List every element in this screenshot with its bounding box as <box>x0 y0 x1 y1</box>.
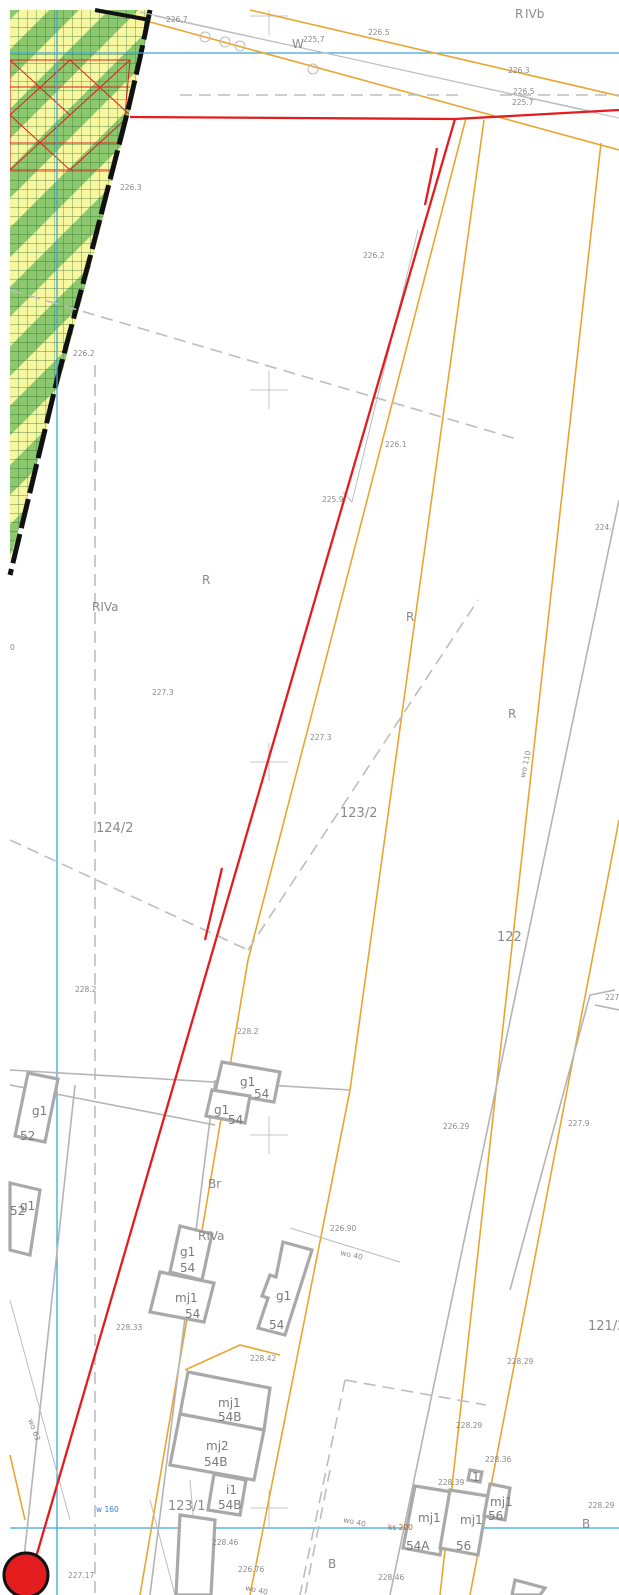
height-label: 226.90 <box>330 1224 356 1233</box>
sheet-grid <box>10 10 619 1595</box>
building-number: 54 <box>180 1261 195 1275</box>
parcel-number[interactable]: 124/2 <box>96 821 133 836</box>
utility-label: wo 63 <box>26 1418 42 1443</box>
height-label: 228.39 <box>438 1478 464 1487</box>
height-label: 228.29 <box>507 1357 533 1366</box>
height-label: 226.29 <box>443 1122 469 1131</box>
utility-label: wo 40 <box>245 1583 269 1595</box>
protection-zone-hatch <box>7 8 153 576</box>
height-label: 225.9 <box>322 495 344 504</box>
building-number: 52 <box>10 1204 25 1218</box>
top-plot-label: R <box>515 7 523 21</box>
parcel-number[interactable]: 122 <box>497 930 522 945</box>
height-label: 228.2 <box>75 985 97 994</box>
height-label: 228.33 <box>116 1323 142 1332</box>
height-label: 228.29 <box>588 1501 614 1510</box>
building-type: g1 <box>32 1104 47 1118</box>
height-label: 228.46 <box>378 1573 404 1582</box>
height-label: 228.29 <box>456 1421 482 1430</box>
utility-label: ks 200 <box>388 1523 413 1532</box>
height-label: 227.3 <box>152 688 174 697</box>
building-number: 54 <box>254 1087 269 1101</box>
land-class-label: B <box>582 1517 590 1531</box>
building-number: 54A <box>406 1539 430 1553</box>
building-type: mj1 <box>175 1291 198 1305</box>
land-class-label: Br <box>208 1177 221 1191</box>
height-label: 224. <box>595 523 612 532</box>
building-type: mj1 <box>418 1511 441 1525</box>
building-type: mj1 <box>490 1495 513 1509</box>
plan-boundary <box>23 108 619 1595</box>
land-class-label: RIVa <box>198 1229 225 1243</box>
labels: R IVb W 226,7 225,7 226.5 226.3 226.5 22… <box>10 7 619 1595</box>
utility-label: w 160 <box>96 1505 119 1514</box>
height-label: 228.42 <box>250 1354 276 1363</box>
height-label: 225,7 <box>303 35 325 44</box>
height-label: 227.9 <box>568 1119 590 1128</box>
height-label: 226.3 <box>120 183 142 192</box>
building-type: i1 <box>226 1483 237 1497</box>
height-label: 226,7 <box>166 15 188 24</box>
parcel-number[interactable]: 123/2 <box>340 806 377 821</box>
w-top-label: W <box>292 37 304 51</box>
building-number: 52 <box>20 1129 35 1143</box>
building-type: g1 <box>20 1199 35 1213</box>
height-label: 225.7 <box>512 98 534 107</box>
road-lines <box>139 9 619 151</box>
top-plot-class-label: IVb <box>525 7 544 21</box>
building-type: g1 <box>276 1289 291 1303</box>
height-label: 226.3 <box>508 66 530 75</box>
building-number: 1 <box>472 1470 480 1484</box>
land-class-label: R <box>406 610 414 624</box>
building-type: mj1 <box>218 1396 241 1410</box>
height-label: 226.1 <box>385 440 407 449</box>
building-type: g1 <box>180 1245 195 1259</box>
building-type: g1 <box>214 1103 229 1117</box>
building-number: 56 <box>488 1509 503 1523</box>
height-label: 228.2 <box>237 1027 259 1036</box>
point-marker[interactable] <box>2 1551 50 1595</box>
building-number: 54 <box>185 1307 200 1321</box>
building-number: 54 <box>269 1318 284 1332</box>
height-label: 227.17 <box>68 1571 94 1580</box>
height-label: 226.5 <box>368 28 390 37</box>
height-label: 226.76 <box>238 1565 264 1574</box>
land-class-label: R <box>202 573 210 587</box>
land-class-label: RIVa <box>92 600 119 614</box>
parcel-boundaries <box>9 117 619 1595</box>
building-number: 54B <box>204 1455 228 1469</box>
buildings <box>8 1060 548 1595</box>
building-number: 54 <box>228 1113 243 1127</box>
height-label: 228.36 <box>485 1455 511 1464</box>
building-type: mj1 <box>460 1513 483 1527</box>
parcel-number[interactable]: 121/2 <box>588 1319 619 1334</box>
building-number: 54B <box>218 1498 242 1512</box>
height-label: 226.2 <box>363 251 385 260</box>
land-class-label: B <box>328 1557 336 1571</box>
utility-label: wo 40 <box>343 1515 367 1529</box>
parcel-number[interactable]: 123/1 <box>168 1499 205 1514</box>
building-number: 56 <box>456 1539 471 1553</box>
height-label: 227.3 <box>310 733 332 742</box>
height-label: 0 <box>10 643 15 652</box>
land-class-label: R <box>508 707 516 721</box>
height-label: 227. <box>605 993 619 1002</box>
height-label: 228.46 <box>212 1538 238 1547</box>
building-type: mj2 <box>206 1439 229 1453</box>
height-label: 226.5 <box>513 87 535 96</box>
building-type: g1 <box>240 1075 255 1089</box>
building-number: 54B <box>218 1410 242 1424</box>
height-label: 226.2 <box>73 349 95 358</box>
cadastral-lines <box>9 229 619 1595</box>
